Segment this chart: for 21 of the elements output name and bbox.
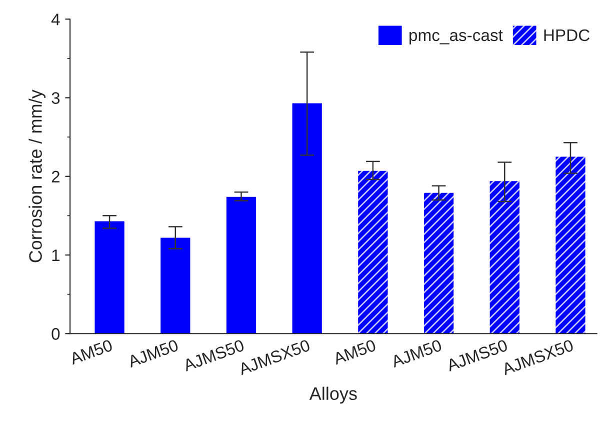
y-tick-label: 4 bbox=[51, 14, 60, 26]
y-tick-label: 3 bbox=[52, 92, 60, 104]
x-tick-label: AM50 bbox=[332, 339, 377, 365]
x-axis-title: Alloys bbox=[309, 386, 357, 404]
bar bbox=[490, 181, 520, 334]
y-tick-label: 0 bbox=[52, 328, 60, 340]
x-tick-label: AJM50 bbox=[390, 339, 442, 368]
x-tick-label: AJM50 bbox=[126, 339, 179, 368]
y-tick-label: 2 bbox=[52, 170, 60, 182]
bar bbox=[358, 170, 388, 334]
y-tick-label: 1 bbox=[52, 250, 60, 262]
bar bbox=[160, 238, 190, 334]
bar bbox=[292, 103, 322, 334]
x-tick-label: AM50 bbox=[68, 339, 114, 365]
bar bbox=[556, 156, 586, 334]
y-axis-title: Corrosion rate / mm/y bbox=[28, 90, 46, 262]
bar bbox=[94, 221, 124, 334]
legend-label: HPDC bbox=[544, 29, 590, 42]
bar bbox=[226, 196, 256, 334]
bar bbox=[424, 192, 454, 334]
legend-label: pmc_as-cast bbox=[410, 30, 503, 44]
